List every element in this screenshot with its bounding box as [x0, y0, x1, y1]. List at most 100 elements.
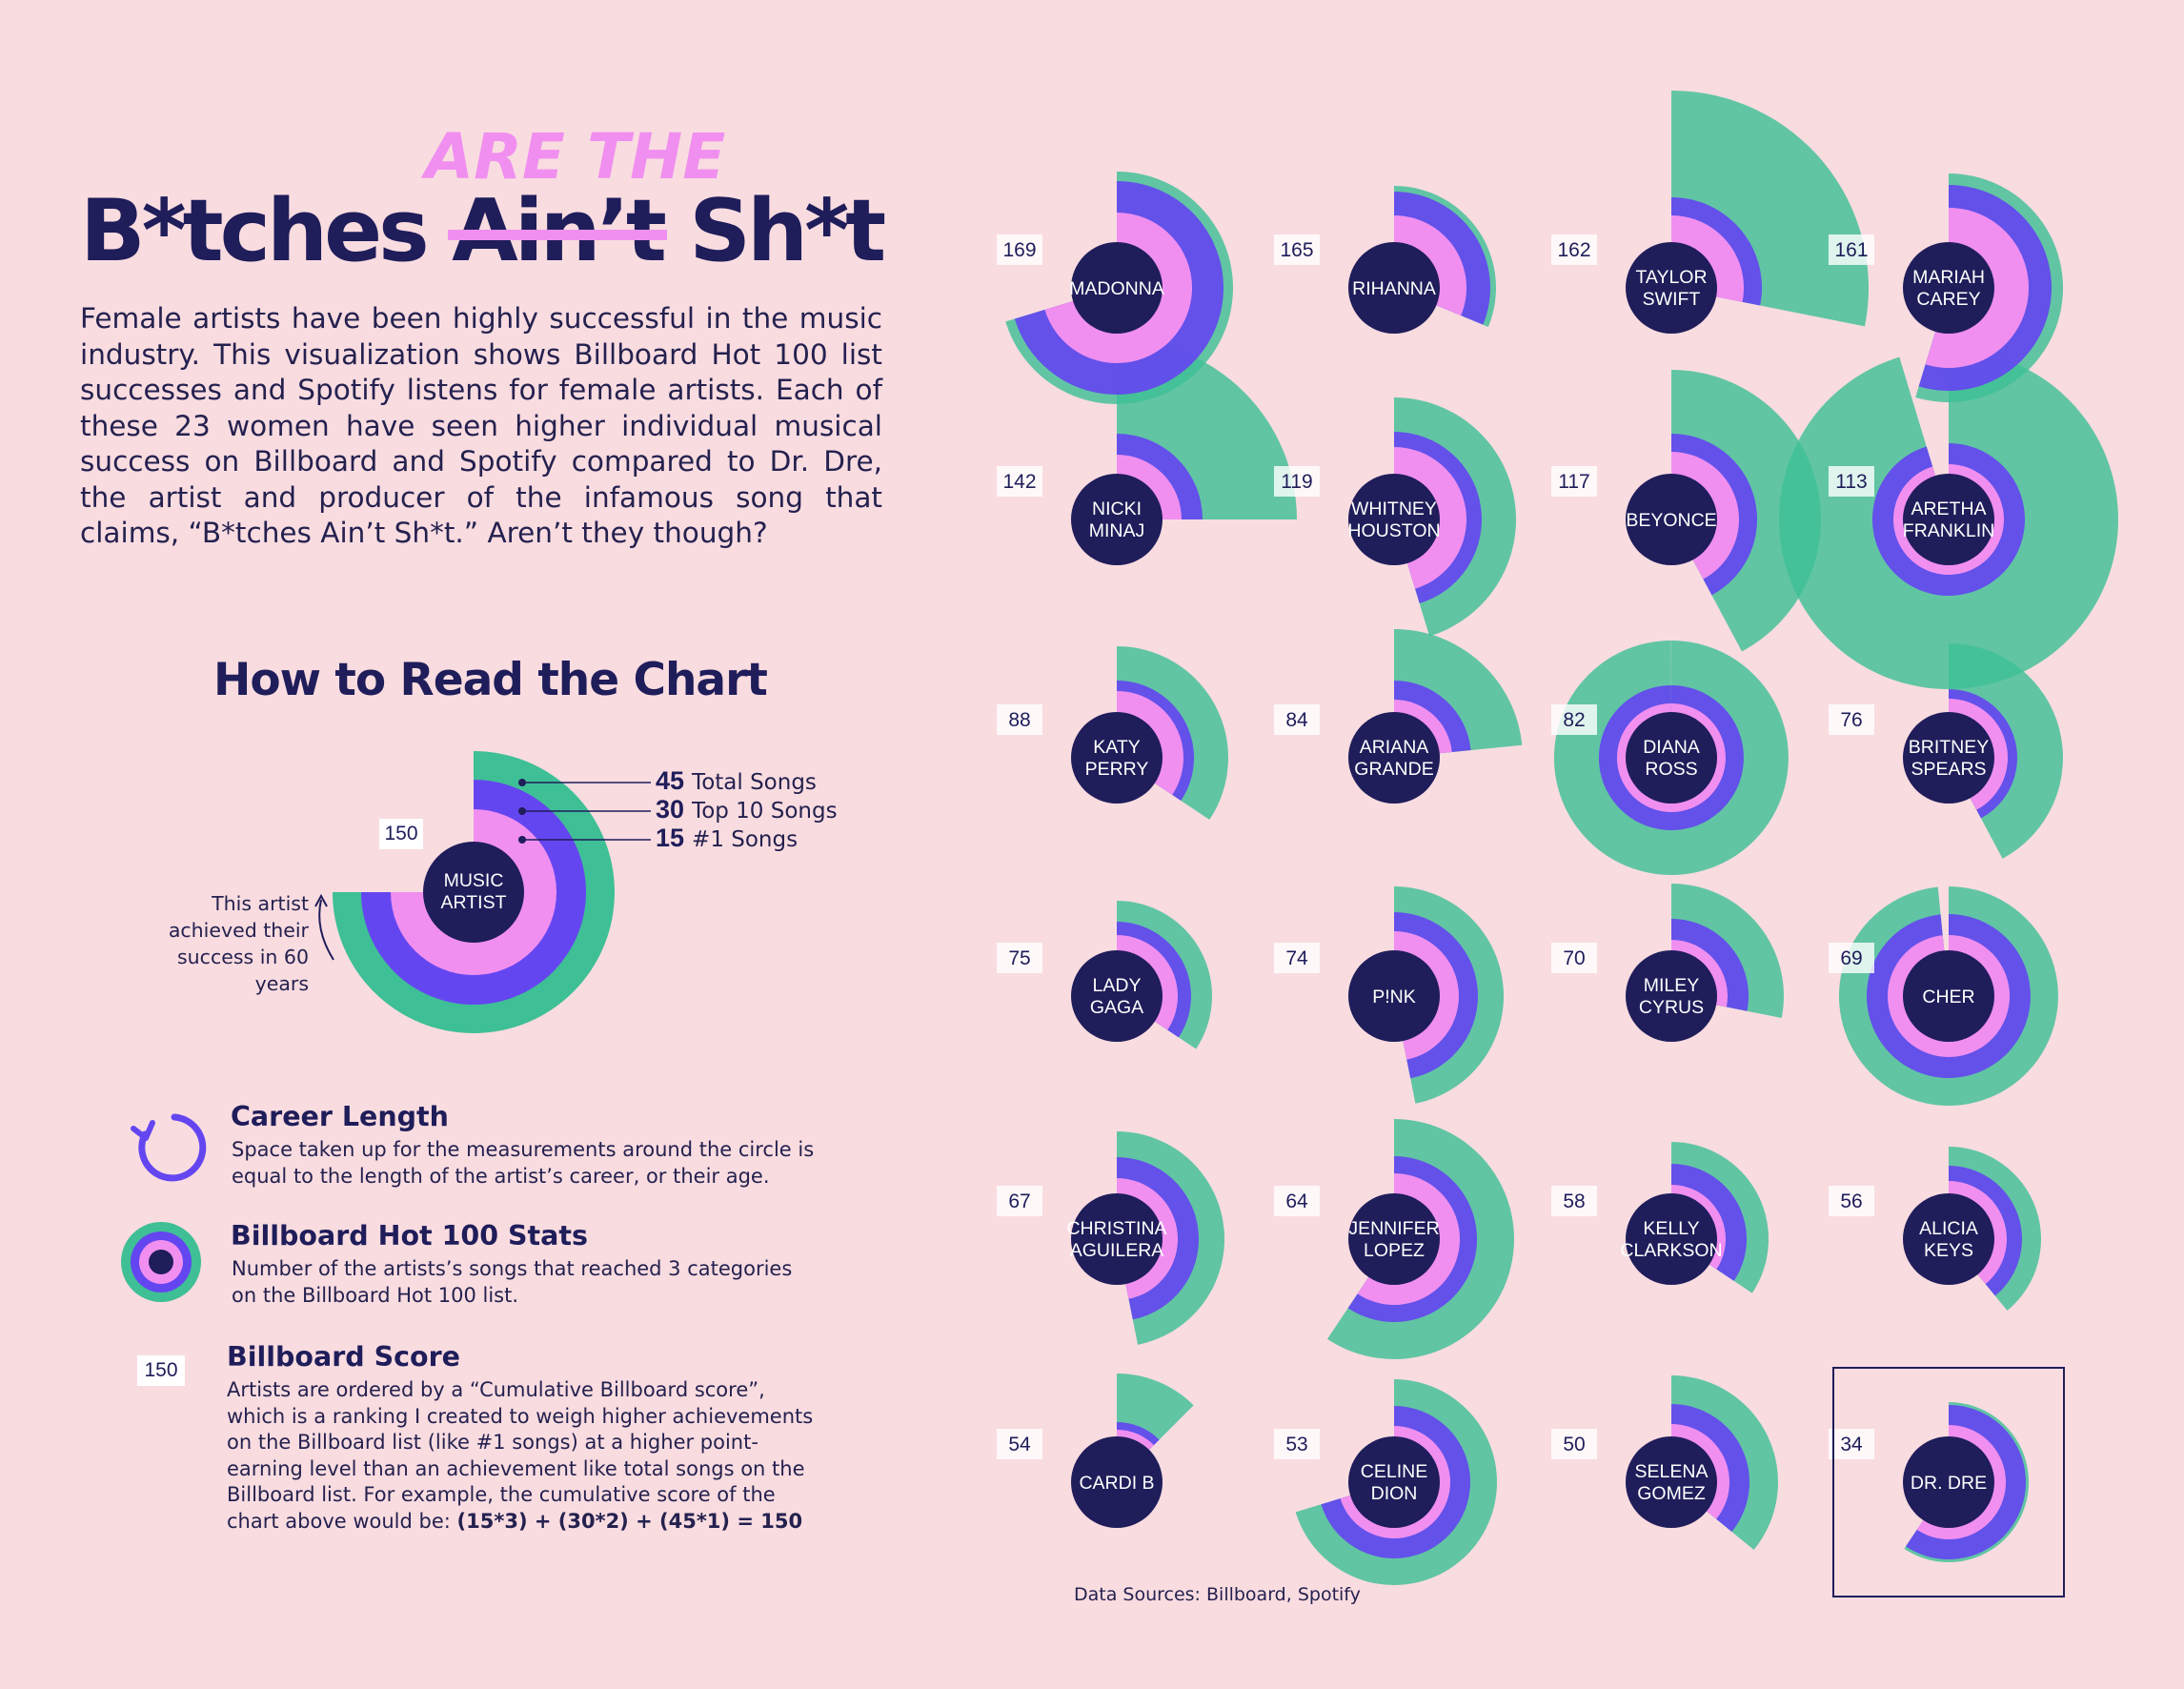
artist-name-diana-ross: DIANA ROSS	[1643, 737, 1700, 780]
sample-leader-dot	[518, 779, 526, 786]
artist-center-madonna	[1071, 242, 1163, 334]
artist-center-cardi-b	[1071, 1436, 1163, 1528]
artist-name-lady-gaga: LADY GAGA	[1090, 975, 1143, 1018]
sample-top10-value: 30	[656, 795, 685, 824]
score-badge-bg-nicki-minaj	[997, 466, 1042, 497]
artist-celine-dion: CELINE DION 53	[1274, 1406, 1470, 1559]
artist-name-line: WHITNEY	[1351, 499, 1437, 519]
artist-name-aretha-franklin: ARETHA FRANKLIN	[1903, 499, 1994, 541]
score-label-madonna: 169	[1002, 239, 1036, 261]
artist-center-katy-perry	[1071, 712, 1163, 804]
score-label-selena-gomez: 50	[1563, 1434, 1585, 1455]
score-badge-bg-mariah-carey	[1829, 234, 1874, 265]
score-badge-bg-beyonce	[1551, 466, 1597, 497]
artist-name-line: CELINE	[1361, 1461, 1427, 1482]
artist-center-mariah-carey	[1903, 242, 1994, 334]
artist-center-ariana-grande	[1348, 712, 1440, 804]
artist-name-line: MILEY	[1644, 975, 1700, 996]
artist-name-taylor-swift: TAYLOR SWIFT	[1635, 267, 1707, 310]
artist-alicia-keys: ALICIA KEYS 56	[1829, 1166, 2022, 1296]
artist-name-line: NICKI	[1092, 499, 1142, 519]
artist-name-britney-spears: BRITNEY SPEARS	[1909, 737, 1990, 780]
artist-kelly-clarkson: KELLY CLARKSON 58	[1551, 1164, 1748, 1285]
artist-beyonce: BEYONCE 117	[1551, 434, 1757, 596]
artist-center-alicia-keys	[1903, 1193, 1994, 1285]
artist-center-christina-aguilera	[1071, 1193, 1163, 1285]
sample-total-songs-label: 45 Total Songs	[656, 766, 817, 796]
how-to-read-heading: How to Read the Chart	[213, 654, 768, 706]
artist-name-line: MADONNA	[1069, 278, 1164, 299]
artist-name-line: LOPEZ	[1364, 1240, 1425, 1261]
artist-whitney-houston: WHITNEY HOUSTON 119	[1274, 432, 1483, 604]
artist-taylor-swift: TAYLOR SWIFT 162	[1551, 197, 1762, 334]
artist-center-lady-gaga	[1071, 950, 1163, 1042]
artist-aretha-franklin: ARETHA FRANKLIN 113	[1829, 443, 2025, 596]
score-badge-bg-cardi-b	[997, 1429, 1042, 1459]
artist-name-line: GRANDE	[1354, 759, 1433, 780]
artist-name-christina-aguilera: CHRISTINA AGUILERA	[1066, 1218, 1166, 1261]
score-badge-bg-taylor-swift	[1551, 234, 1597, 265]
artist-name-beyonce: BEYONCE	[1626, 510, 1716, 531]
artist-name-line: KELLY	[1643, 1218, 1699, 1239]
score-label-diana-ross: 82	[1563, 709, 1585, 731]
sample-no1-label: 15 #1 Songs	[656, 824, 798, 853]
artist-name-cher: CHER	[1922, 987, 1974, 1007]
score-badge-bg-aretha-franklin	[1829, 466, 1874, 497]
artist-center-celine-dion	[1348, 1436, 1440, 1528]
artist-name-line: GOMEZ	[1637, 1483, 1706, 1504]
legend-score-title: Billboard Score	[227, 1341, 461, 1373]
artist-name-line: MINAJ	[1089, 520, 1145, 541]
sample-chart: MUSIC ARTIST	[314, 751, 651, 1033]
page-title: B*tches Ain’t Sh*t	[80, 181, 886, 281]
intro-paragraph: Female artists have been highly successf…	[80, 302, 882, 549]
artist-name-line: AGUILERA	[1070, 1240, 1164, 1261]
artist-lady-gaga: LADY GAGA 75	[997, 922, 1191, 1042]
score-label-dr-dre: 34	[1840, 1434, 1863, 1455]
artist-name-line: CAREY	[1916, 289, 1980, 310]
score-label-ariana-grande: 84	[1285, 709, 1308, 731]
artist-name-nicki-minaj: NICKI MINAJ	[1089, 499, 1145, 541]
artist-name-line: FRANKLIN	[1903, 520, 1994, 541]
legend-icons	[121, 1113, 207, 1302]
sample-total-text: Total Songs	[692, 770, 817, 795]
title-part-1: B*tches	[80, 181, 430, 281]
sample-center	[423, 842, 524, 943]
artist-name-line: CLARKSON	[1620, 1240, 1722, 1261]
artist-center-dr-dre	[1903, 1436, 1994, 1528]
artist-madonna: MADONNA 169	[997, 181, 1223, 396]
legend-score-text: Artists are ordered by a “Cumulative Bil…	[227, 1378, 814, 1533]
score-badge-bg-miley-cyrus	[1551, 943, 1597, 973]
title-part-2: Sh*t	[689, 181, 886, 281]
sample-no1-text: #1 Songs	[692, 827, 799, 852]
artist-name-madonna: MADONNA	[1069, 278, 1164, 299]
sample-name: MUSIC ARTIST	[441, 870, 507, 913]
artist-name-miley-cyrus: MILEY CYRUS	[1639, 975, 1704, 1018]
sample-career-arrowhead	[314, 893, 328, 907]
score-label-jennifer-lopez: 64	[1285, 1190, 1308, 1212]
score-label-cher: 69	[1840, 947, 1862, 969]
artist-name-kelly-clarkson: KELLY CLARKSON	[1620, 1218, 1722, 1261]
artist-center-taylor-swift	[1626, 242, 1717, 334]
artist-center-aretha-franklin	[1903, 474, 1994, 565]
artist-name-line: BEYONCE	[1626, 510, 1716, 531]
artist-name-line: ARETHA	[1911, 499, 1986, 519]
score-badge-bg-cher	[1829, 943, 1874, 973]
score-badge-bg-madonna	[997, 234, 1042, 265]
artist-miley-cyrus: MILEY CYRUS 70	[1551, 919, 1749, 1042]
artist-mariah-carey: MARIAH CAREY 161	[1829, 185, 2052, 391]
score-badge-bg-dr-dre	[1829, 1429, 1874, 1459]
legend-career-title: Career Length	[231, 1101, 449, 1132]
artist-name-line: JENNIFER	[1348, 1218, 1439, 1239]
score-badge-bg-christina-aguilera	[997, 1186, 1042, 1216]
artist-center-nicki-minaj	[1071, 474, 1163, 565]
score-label-miley-cyrus: 70	[1563, 947, 1585, 969]
artist-name-line: BRITNEY	[1909, 737, 1990, 758]
artist-name-whitney-houston: WHITNEY HOUSTON	[1347, 499, 1440, 541]
sample-top10-label: 30 Top 10 Songs	[656, 795, 838, 824]
artist-name-cardi-b: CARDI B	[1079, 1473, 1154, 1494]
artist-rihanna: RIHANNA 165	[1274, 192, 1490, 334]
score-badge-bg-ariana-grande	[1274, 704, 1320, 735]
artist-name-line: CHER	[1922, 987, 1974, 1007]
artist-christina-aguilera: CHRISTINA AGUILERA 67	[997, 1157, 1200, 1320]
